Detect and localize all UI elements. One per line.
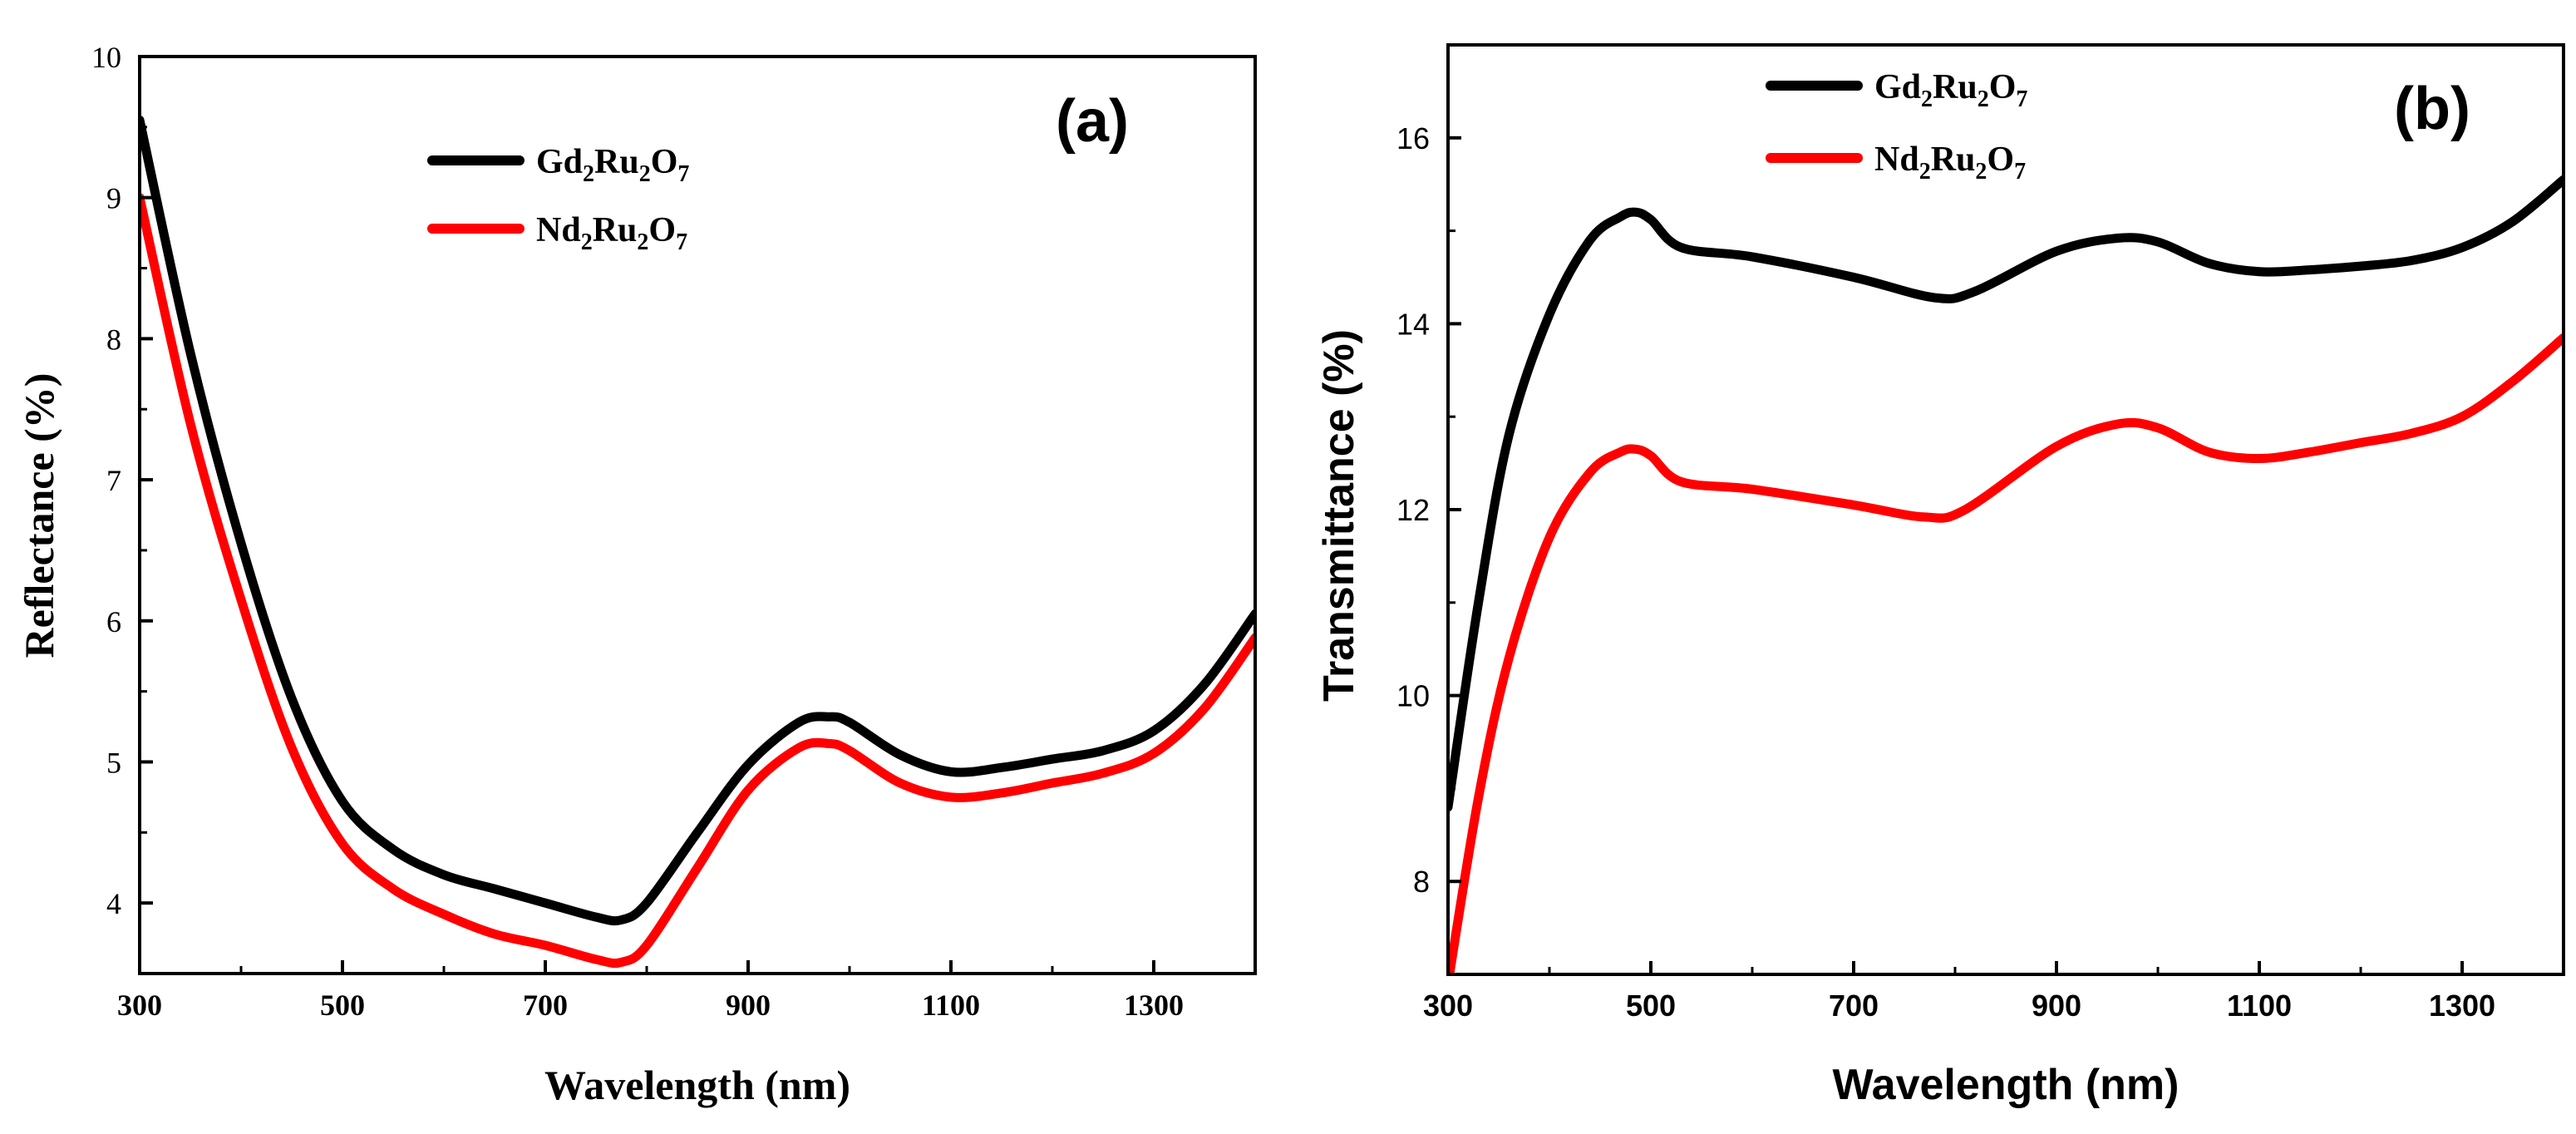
- y-tick-label: 14: [1396, 307, 1430, 341]
- y-tick-label: 12: [1396, 493, 1430, 527]
- y-tick-label: 8: [106, 323, 121, 356]
- legend-label-gd-b: Gd2Ru2O7: [1874, 68, 2027, 112]
- series-line-gd2ru2o7: [1448, 175, 2564, 812]
- y-tick-label: 7: [106, 464, 121, 497]
- y-tick-label: 16: [1396, 121, 1430, 155]
- panel-a-legend: Gd2Ru2O7 Nd2Ru2O7: [427, 143, 689, 255]
- series-line-gd2ru2o7: [140, 115, 1255, 926]
- x-tick-label: 300: [1423, 989, 1473, 1023]
- y-tick-label: 9: [106, 182, 121, 215]
- panel-b-series-layer: [1448, 175, 2564, 974]
- x-tick-label: 900: [2032, 989, 2081, 1023]
- legend-label-nd-b: Nd2Ru2O7: [1874, 141, 2026, 185]
- panel-a-frame: [138, 55, 1257, 975]
- panel-a-ylabel: Reflectance (%): [16, 373, 62, 658]
- panel-b: 300 500 700 900 1100 1300 8 10 12 14 16 (b) Gd2Ru2…: [1315, 43, 2565, 1109]
- panel-a-xlabel: Wavelength (nm): [544, 1062, 850, 1108]
- y-tick-label: 6: [106, 605, 121, 638]
- panel-b-ylabel: Transmittance (%): [1315, 329, 1363, 702]
- panel-a-series-layer: [140, 115, 1255, 969]
- y-tick-label: 10: [91, 41, 121, 74]
- x-tick-label: 1100: [2227, 989, 2292, 1023]
- x-tick-label: 300: [117, 989, 162, 1022]
- x-tick-label: 700: [523, 989, 568, 1022]
- y-tick-label: 4: [106, 887, 121, 920]
- y-tick-label: 8: [1413, 865, 1430, 899]
- panel-b-ticks-layer: 300 500 700 900 1100 1300 8 10 12 14 16: [1396, 121, 2495, 1023]
- panel-b-legend: Gd2Ru2O7 Nd2Ru2O7: [1766, 68, 2027, 185]
- series-line-nd2ru2o7: [140, 193, 1255, 969]
- panel-a-label: (a): [1056, 88, 1129, 155]
- legend-label-nd-a: Nd2Ru2O7: [536, 211, 687, 255]
- panel-a: 300 500 700 900 1100 1300 4 5 6 7 8 9 10 (a) Gd2Ru2O…: [16, 41, 1257, 1108]
- x-tick-label: 500: [1626, 989, 1676, 1023]
- panel-a-ticks-layer: 300 500 700 900 1100 1300 4 5 6 7 8 9 10: [91, 41, 1184, 1022]
- legend-label-gd-a: Gd2Ru2O7: [536, 143, 689, 187]
- x-tick-label: 1300: [2429, 989, 2495, 1023]
- x-tick-label: 900: [726, 989, 771, 1022]
- panel-b-frame: [1446, 43, 2565, 976]
- panel-b-xlabel: Wavelength (nm): [1833, 1061, 2180, 1109]
- x-tick-label: 1100: [922, 989, 980, 1022]
- y-tick-label: 10: [1396, 679, 1430, 713]
- x-tick-label: 1300: [1124, 989, 1184, 1022]
- x-tick-label: 700: [1829, 989, 1879, 1023]
- series-line-nd2ru2o7: [1448, 333, 2564, 974]
- panel-b-label: (b): [2394, 76, 2470, 142]
- x-tick-label: 500: [320, 989, 365, 1022]
- y-tick-label: 5: [106, 746, 121, 779]
